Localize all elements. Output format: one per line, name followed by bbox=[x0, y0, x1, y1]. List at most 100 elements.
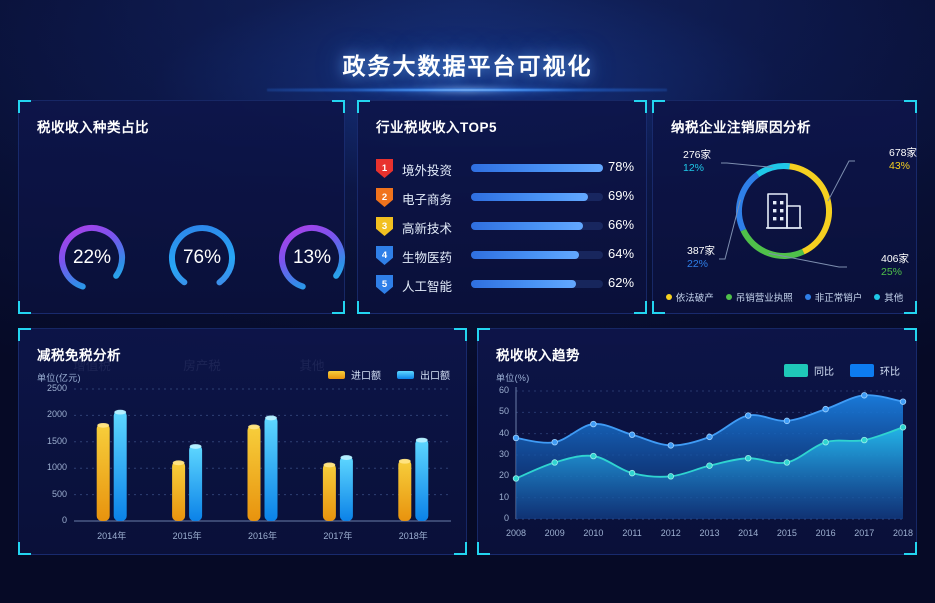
data-point[interactable] bbox=[822, 405, 829, 413]
list-item[interactable]: 4 生物医药 64% bbox=[376, 244, 638, 266]
bar[interactable] bbox=[398, 459, 412, 521]
donut-segment[interactable] bbox=[783, 163, 832, 255]
data-point[interactable] bbox=[899, 398, 907, 405]
bar[interactable] bbox=[322, 463, 336, 521]
data-point[interactable] bbox=[861, 392, 868, 399]
data-point[interactable] bbox=[512, 475, 520, 482]
list-item[interactable]: 5 人工智能 62% bbox=[376, 273, 638, 295]
gauge-value-1: 76% bbox=[182, 247, 222, 268]
data-point[interactable] bbox=[861, 436, 868, 444]
panel-title-top5: 行业税收收入TOP5 bbox=[376, 120, 498, 135]
panel-cancel-reason: 纳税企业注销原因分析 678家 43% 406家 25% 387家 22% 276家 12% … bbox=[652, 100, 917, 314]
panel-tax-share: 税收收入种类占比 22%增值税76%房产税13%其他 bbox=[18, 100, 345, 373]
bar[interactable] bbox=[264, 416, 278, 521]
bar[interactable] bbox=[113, 410, 127, 521]
progress-track bbox=[471, 164, 603, 172]
corner-br bbox=[454, 542, 467, 555]
rank-percent: 69% bbox=[608, 188, 635, 203]
gauge-value-0: 22% bbox=[72, 247, 112, 268]
corner-tl bbox=[477, 328, 490, 341]
gauge-2: 13% bbox=[274, 220, 350, 296]
donut-callout-percent: 43% bbox=[889, 160, 911, 172]
data-point[interactable] bbox=[667, 473, 674, 480]
legend-dot-icon bbox=[874, 294, 881, 300]
y-axis-tick: 0 bbox=[61, 515, 67, 525]
x-axis-tick: 2017年 bbox=[323, 531, 353, 541]
rank-label: 境外投资 bbox=[402, 164, 453, 178]
panel-title-tax-reduction: 减税免税分析 bbox=[37, 348, 121, 363]
legend-item[interactable]: 环比 bbox=[850, 363, 900, 378]
list-item[interactable]: 1 境外投资 78% bbox=[376, 157, 638, 179]
bar[interactable] bbox=[415, 438, 429, 521]
data-point[interactable] bbox=[822, 438, 829, 446]
corner-tr bbox=[904, 100, 917, 113]
rank-percent: 64% bbox=[608, 246, 635, 261]
bar-cap bbox=[323, 462, 336, 468]
corner-bl bbox=[477, 542, 490, 555]
rank-badge-icon: 2 bbox=[376, 188, 393, 207]
legend-item[interactable]: 进口额 bbox=[328, 367, 381, 382]
corner-bl bbox=[652, 301, 665, 314]
data-point[interactable] bbox=[590, 452, 597, 460]
donut-leader-line bbox=[719, 199, 741, 260]
x-axis-tick: 2010 bbox=[583, 528, 604, 538]
donut-callout: 406家 25% bbox=[881, 253, 931, 279]
x-axis-tick: 2018 bbox=[892, 528, 914, 538]
bar-cap bbox=[248, 424, 260, 430]
bar-cap bbox=[114, 409, 127, 415]
legend-item[interactable]: 依法破产 bbox=[665, 290, 714, 304]
data-point[interactable] bbox=[783, 417, 791, 425]
data-point[interactable] bbox=[551, 438, 558, 446]
legend-item[interactable]: 吊销营业执照 bbox=[725, 290, 793, 304]
bar-cap bbox=[398, 458, 411, 464]
y-axis-tick: 2500 bbox=[46, 383, 67, 393]
unit-label-tax-trend: 单位(%) bbox=[496, 373, 530, 383]
bar[interactable] bbox=[96, 423, 110, 521]
panel-title-cancel-reason: 纳税企业注销原因分析 bbox=[671, 120, 811, 135]
legend-label: 其他 bbox=[884, 293, 904, 304]
bar[interactable] bbox=[172, 461, 186, 521]
data-point[interactable] bbox=[745, 454, 752, 462]
donut-segment[interactable] bbox=[740, 228, 805, 259]
list-item[interactable]: 2 电子商务 69% bbox=[376, 186, 638, 208]
bar[interactable] bbox=[339, 456, 353, 521]
corner-tl bbox=[357, 100, 370, 113]
donut-segment[interactable] bbox=[736, 172, 760, 232]
bar[interactable] bbox=[247, 425, 261, 521]
data-point[interactable] bbox=[512, 434, 520, 442]
legend-item[interactable]: 出口额 bbox=[397, 367, 450, 382]
legend-swatch-icon bbox=[784, 364, 808, 377]
donut-leader-line bbox=[827, 160, 855, 202]
data-point[interactable] bbox=[783, 459, 791, 466]
progress-fill bbox=[471, 251, 580, 259]
data-point[interactable] bbox=[551, 459, 558, 466]
donut-segment[interactable] bbox=[755, 163, 791, 178]
legend-item[interactable]: 同比 bbox=[784, 363, 834, 378]
progress-fill bbox=[471, 222, 583, 230]
data-point[interactable] bbox=[899, 424, 907, 431]
data-point[interactable] bbox=[628, 469, 636, 477]
data-point[interactable] bbox=[745, 412, 752, 419]
legend-dot-icon bbox=[665, 294, 672, 300]
rank-percent: 62% bbox=[608, 275, 635, 290]
data-point[interactable] bbox=[590, 420, 597, 428]
data-point[interactable] bbox=[706, 433, 713, 441]
area-fill bbox=[516, 427, 903, 519]
corner-tr bbox=[454, 328, 467, 341]
dashboard-header: 政务大数据平台可视化 bbox=[0, 0, 935, 96]
legend-item[interactable]: 其他 bbox=[874, 290, 903, 304]
donut-callout-count: 276家 bbox=[683, 149, 712, 161]
bar[interactable] bbox=[189, 444, 203, 521]
list-item[interactable]: 3 高新技术 66% bbox=[376, 215, 638, 237]
corner-bl bbox=[18, 301, 31, 314]
legend-item[interactable]: 非正常销户 bbox=[804, 290, 862, 304]
donut-leader-line bbox=[721, 162, 773, 168]
data-point[interactable] bbox=[667, 442, 674, 449]
corner-br bbox=[634, 301, 647, 314]
data-point[interactable] bbox=[706, 462, 713, 469]
x-axis-tick: 2009 bbox=[544, 528, 565, 538]
donut-callout-count: 387家 bbox=[687, 245, 716, 257]
data-point[interactable] bbox=[628, 431, 636, 438]
corner-tl bbox=[18, 100, 31, 113]
donut-callout-percent: 12% bbox=[683, 162, 705, 174]
